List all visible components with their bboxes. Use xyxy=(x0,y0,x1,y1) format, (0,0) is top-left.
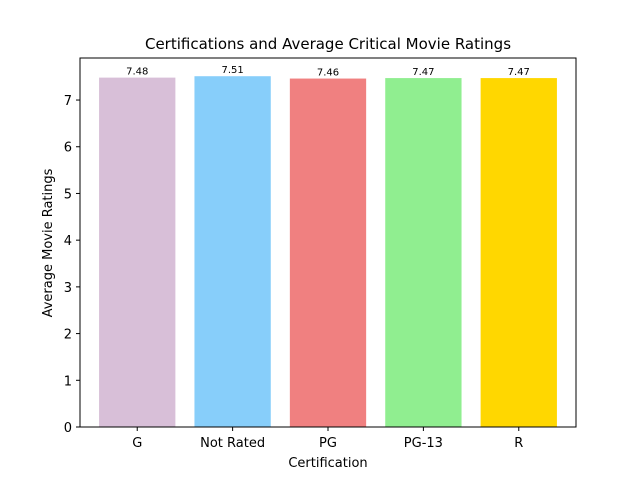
x-tick-label: Not Rated xyxy=(200,436,265,451)
y-tick-label: 5 xyxy=(64,187,72,202)
x-tick-label: G xyxy=(132,436,142,451)
y-tick-label: 1 xyxy=(64,374,72,389)
bar xyxy=(480,78,557,427)
x-axis: G Not Rated PG PG-13 R xyxy=(132,427,523,451)
data-label: 7.51 xyxy=(221,65,243,76)
chart-title: Certifications and Average Critical Movi… xyxy=(145,35,511,53)
y-tick-label: 0 xyxy=(64,421,72,436)
y-tick-label: 6 xyxy=(64,141,72,156)
data-label: 7.48 xyxy=(126,67,148,78)
x-tick-label: PG xyxy=(319,436,337,451)
x-tick-label: PG-13 xyxy=(404,436,443,451)
bar xyxy=(194,76,271,427)
bars-group: 7.48 7.51 7.46 7.47 7.47 xyxy=(99,65,557,428)
data-label: 7.47 xyxy=(412,67,434,78)
bar xyxy=(289,78,367,428)
x-tick-label: R xyxy=(514,436,523,451)
data-label: 7.47 xyxy=(508,67,530,78)
y-tick-label: 2 xyxy=(64,328,72,343)
y-axis: 0 1 2 3 4 5 6 7 xyxy=(64,94,80,436)
y-axis-label: Average Movie Ratings xyxy=(41,168,56,317)
bar xyxy=(99,77,176,427)
data-label: 7.46 xyxy=(317,68,339,79)
x-axis-label: Certification xyxy=(288,456,367,471)
y-tick-label: 3 xyxy=(64,281,72,296)
plot-frame xyxy=(79,57,577,428)
bar xyxy=(385,78,462,427)
y-tick-label: 4 xyxy=(64,234,72,249)
y-tick-label: 7 xyxy=(64,94,72,109)
